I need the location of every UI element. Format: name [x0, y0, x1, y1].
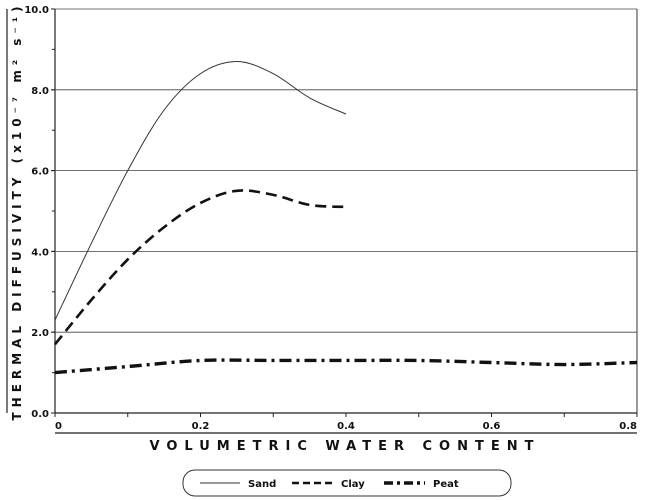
x-tick-label: 0.8: [619, 421, 637, 432]
x-tick-label: 0.4: [337, 421, 355, 432]
series-clay: [53, 189, 347, 346]
y-tick-label: 10.0: [24, 5, 49, 16]
legend-label-peat: Peat: [433, 479, 459, 490]
legend: Sand Clay Peat: [182, 469, 512, 497]
series-sand: [54, 61, 347, 321]
legend-label-sand: Sand: [248, 479, 276, 490]
legend-label-clay: Clay: [341, 479, 365, 490]
series-lines: [53, 61, 638, 375]
y-tick-label: 4.0: [31, 247, 49, 258]
x-tick-label: 0: [55, 421, 62, 432]
y-tick-label: 8.0: [31, 86, 49, 97]
y-tick-label: 6.0: [31, 167, 49, 178]
legend-box: [182, 469, 512, 497]
x-axis-label: VOLUMETRIC WATER CONTENT: [150, 439, 541, 454]
x-tick-label: 0.2: [192, 421, 210, 432]
x-tick-label: 0.6: [483, 421, 501, 432]
ticks: 0.0 2.0 4.0 6.0 8.0 10.0 0 0.2 0.4 0.6 0.8: [24, 5, 638, 432]
series-peat: [54, 358, 638, 375]
y-tick-label: 0.0: [31, 409, 49, 420]
y-axis-label: THERMAL DIFFUSIVITY (x10⁻⁷ m² s⁻¹): [10, 1, 24, 420]
grid: [6, 8, 638, 434]
y-tick-label: 2.0: [31, 328, 49, 339]
